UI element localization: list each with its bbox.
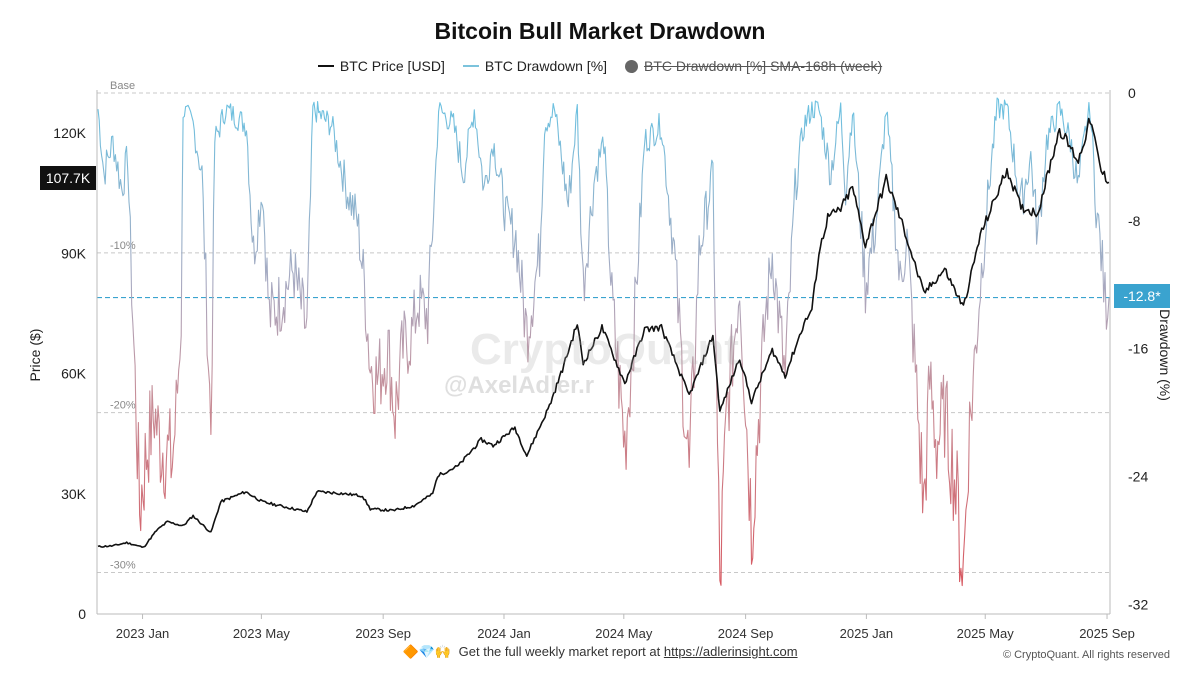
y-right-tick-label: -24: [1128, 469, 1148, 485]
footer-link[interactable]: https://adlerinsight.com: [663, 644, 798, 659]
y-right-axis-title: Drawdown (%): [1157, 309, 1173, 401]
y-right-tick-label: -32: [1128, 596, 1148, 612]
legend-label-drawdown: BTC Drawdown [%]: [484, 58, 608, 74]
x-tick-label: 2023 Jan: [116, 626, 170, 641]
y-left-tick-label: 90K: [61, 245, 87, 261]
y-left-tick-label: 60K: [61, 366, 87, 382]
x-tick-label: 2023 Sep: [355, 626, 411, 641]
watermark-brand: CryptoQuant: [470, 325, 739, 374]
y-left-tick-label: 0: [78, 606, 86, 622]
y-left-axis-title: Price ($): [27, 329, 43, 382]
y-left-tick-label: 30K: [61, 486, 87, 502]
reference-label: -20%: [110, 400, 136, 412]
watermark-author: @AxelAdler.r: [444, 372, 595, 399]
legend-swatch-price: [317, 65, 334, 67]
chart-legend: BTC Price [USD] BTC Drawdown [%] BTC Dra…: [0, 58, 1200, 74]
reference-label: Base: [110, 80, 135, 92]
x-tick-label: 2024 Jan: [477, 626, 531, 641]
reference-label: -10%: [110, 240, 136, 252]
x-tick-label: 2023 May: [233, 626, 291, 641]
legend-item-btc-price[interactable]: BTC Price [USD]: [317, 58, 445, 74]
drawdown-current-badge: -12.8*: [1114, 284, 1170, 308]
y-right-tick-label: 0: [1128, 85, 1136, 101]
copyright: © CryptoQuant. All rights reserved: [1002, 649, 1170, 661]
legend-item-btc-drawdown[interactable]: BTC Drawdown [%]: [462, 58, 608, 74]
x-tick-label: 2025 Sep: [1079, 626, 1135, 641]
chart-title: Bitcoin Bull Market Drawdown: [434, 18, 766, 44]
y-left-tick-label: 120K: [53, 125, 86, 141]
legend-swatch-sma: [625, 59, 639, 73]
x-tick-label: 2024 Sep: [718, 626, 774, 641]
x-tick-label: 2025 May: [957, 626, 1015, 641]
y-right-tick-label: -8: [1128, 213, 1141, 229]
reference-label: -30%: [110, 559, 136, 571]
legend-label-sma: BTC Drawdown [%] SMA-168h (week): [644, 58, 883, 74]
legend-item-drawdown-sma[interactable]: BTC Drawdown [%] SMA-168h (week): [625, 58, 882, 74]
footer: 🔶💎🙌 Get the full weekly market report at…: [0, 644, 1200, 660]
y-right-tick-label: -16: [1128, 341, 1148, 357]
footer-text: Get the full weekly market report at: [458, 644, 661, 659]
legend-label-price: BTC Price [USD]: [339, 58, 445, 74]
x-tick-label: 2024 May: [595, 626, 653, 641]
price-current-badge: 107.7K: [40, 166, 96, 190]
price-series-line: [97, 117, 1110, 548]
footer-emoji-icons: 🔶💎🙌: [402, 644, 452, 659]
drawdown-series-line: [97, 97, 1110, 587]
x-tick-label: 2025 Jan: [840, 626, 894, 641]
legend-swatch-drawdown: [462, 65, 479, 67]
